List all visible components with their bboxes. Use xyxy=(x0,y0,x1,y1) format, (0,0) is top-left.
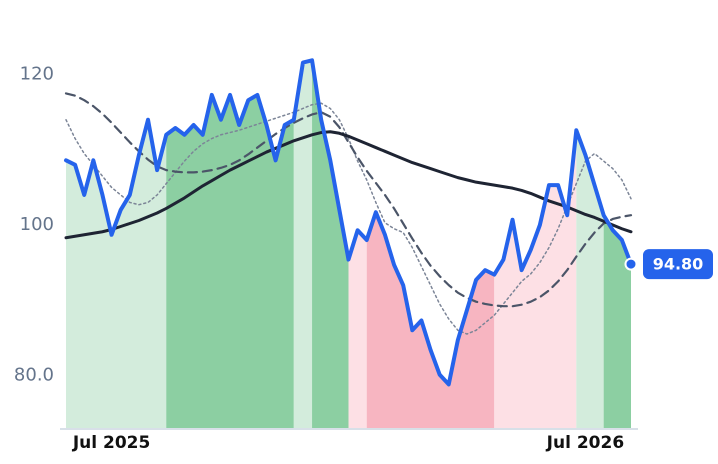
regime-shade xyxy=(166,94,294,428)
line xyxy=(64,58,633,387)
y-tick-label: 120 xyxy=(20,64,54,85)
line xyxy=(64,92,633,308)
regime-shade xyxy=(603,215,631,428)
regime-shade xyxy=(293,60,313,428)
value-badge xyxy=(643,249,713,280)
regime-shade xyxy=(366,212,495,428)
regime-shade xyxy=(312,60,349,428)
line xyxy=(65,102,632,335)
regime-shade xyxy=(348,230,367,428)
x-tick-label: Jul 2026 xyxy=(546,433,625,453)
last-point xyxy=(624,257,638,271)
regime-shade xyxy=(494,130,577,428)
line xyxy=(64,130,633,240)
y-tick-label: 80.0 xyxy=(14,364,54,385)
regime-shade xyxy=(576,130,604,428)
value-label: 94.80 xyxy=(653,255,704,274)
x-tick-label: Jul 2025 xyxy=(72,433,151,453)
regime-shade xyxy=(66,119,167,429)
y-tick-label: 100 xyxy=(20,214,54,235)
